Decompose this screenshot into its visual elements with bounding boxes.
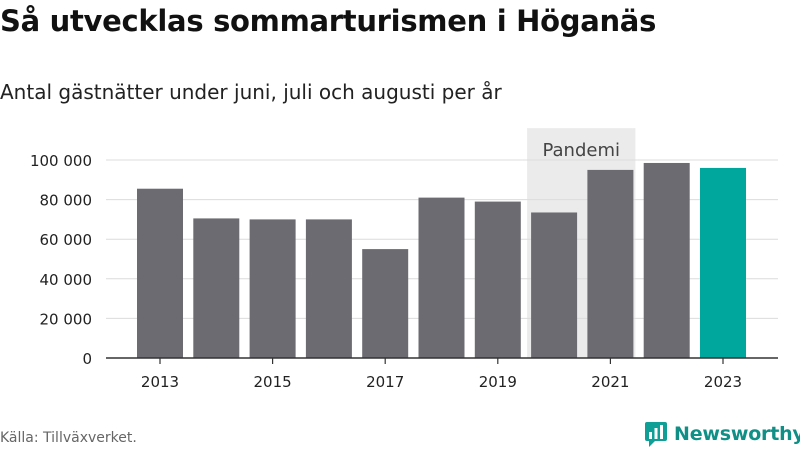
x-tick-label: 2013	[141, 373, 179, 391]
bar-2017	[362, 249, 409, 358]
brand-name: Newsworthy	[674, 423, 800, 445]
bar-2023	[700, 167, 746, 358]
bar-2020	[531, 212, 578, 358]
newsworthy-logo-icon	[645, 422, 667, 447]
bar-2016	[305, 219, 352, 358]
y-tick-label: 80 000	[40, 192, 93, 210]
bar-2021	[587, 169, 634, 358]
source-note: Källa: Tillväxverket.	[0, 430, 137, 446]
bar-2014	[193, 218, 240, 358]
x-tick-label: 2015	[254, 373, 292, 391]
bar-2022	[643, 162, 690, 358]
brand-logo[interactable]: Newsworthy	[644, 421, 800, 447]
x-tick-label: 2017	[366, 373, 404, 391]
x-tick-label: 2023	[704, 373, 742, 391]
pandemic-label: Pandemi	[542, 140, 620, 161]
bar-chart: 0 20 000 40 000 60 000 80 000 100 000 Pandemi 2…	[30, 128, 778, 391]
y-tick-label: 60 000	[40, 231, 93, 249]
y-tick-label: 0	[82, 350, 92, 368]
bar-2019	[474, 201, 521, 358]
bar-2013	[137, 188, 183, 358]
chart-title: Så utvecklas sommarturismen i Höganäs	[0, 4, 657, 38]
bar-2015	[249, 219, 296, 358]
chart-subtitle: Antal gästnätter under juni, juli och au…	[0, 80, 502, 104]
y-tick-label: 40 000	[40, 271, 93, 289]
y-tick-label: 100 000	[30, 152, 92, 170]
y-tick-label: 20 000	[40, 310, 93, 328]
x-tick-label: 2019	[479, 373, 517, 391]
bar-2018	[418, 197, 465, 358]
x-tick-label: 2021	[591, 373, 629, 391]
